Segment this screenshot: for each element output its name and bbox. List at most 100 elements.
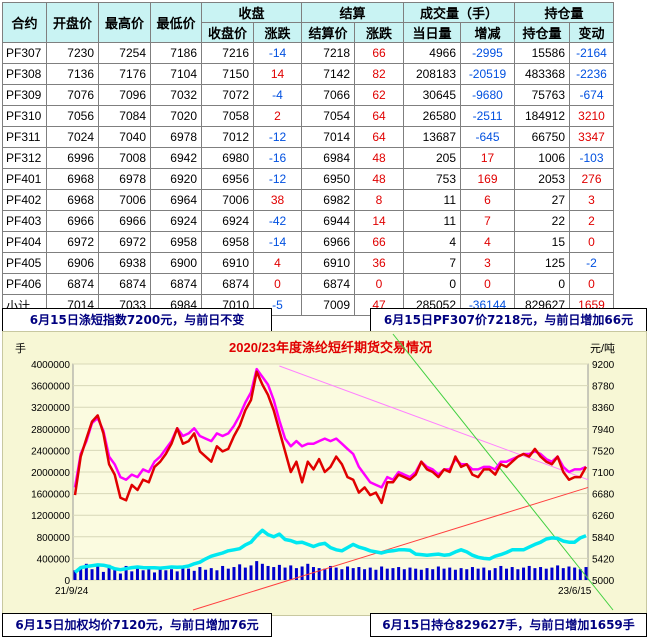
cell-low: 6964: [150, 189, 202, 211]
right-tick-label: 9200: [592, 360, 615, 371]
right-tick-label: 7520: [592, 446, 615, 457]
cell-vol: 26580: [403, 105, 461, 127]
cell-open: 6996: [46, 147, 99, 169]
cell-settle: 7014: [301, 126, 355, 148]
right-tick-label: 8360: [592, 403, 615, 414]
cell-high: 7008: [98, 147, 151, 169]
cell-settle: 7054: [301, 105, 355, 127]
volume-bar: [266, 565, 270, 580]
volume-bar: [135, 567, 139, 580]
cell-oi: 483368: [514, 63, 570, 85]
cell-oi: 15: [514, 231, 570, 253]
volume-bar: [198, 567, 202, 580]
cell-close: 7150: [201, 63, 254, 85]
left-tick-label: 800000: [37, 533, 71, 544]
cell-oi: 22: [514, 210, 570, 232]
volume-bar: [567, 566, 571, 580]
volume-bar: [209, 568, 213, 580]
cell-contract: PF401: [2, 168, 47, 190]
cell-open: 7230: [46, 42, 99, 64]
left-tick-label: 2000000: [31, 468, 70, 479]
volume-bar: [487, 570, 491, 580]
col-header-settle: 结算价: [301, 22, 355, 43]
cell-settle-chg: 8: [354, 189, 404, 211]
group-header-volume: 成交量（手）: [403, 2, 515, 23]
col-header-high: 最高价: [98, 2, 151, 43]
cell-close-chg: 0: [253, 273, 302, 295]
cell-settle: 7142: [301, 63, 355, 85]
cell-open: 7056: [46, 105, 99, 127]
cell-vol-chg: 0: [460, 273, 515, 295]
cell-vol-chg: -9680: [460, 84, 515, 106]
cell-close: 6956: [201, 168, 254, 190]
cell-oi-chg: 3210: [569, 105, 614, 127]
volume-bar: [550, 567, 554, 580]
cell-close-chg: 2: [253, 105, 302, 127]
cell-settle: 7218: [301, 42, 355, 64]
cell-vol: 0: [403, 273, 461, 295]
cell-vol: 753: [403, 168, 461, 190]
trend-line-green: [392, 333, 614, 611]
table-row: PF309 7076 7096 7032 7072 -4 7066 62 30645 -9680 7…: [2, 84, 614, 106]
volume-bar: [522, 567, 526, 580]
volume-bar: [346, 566, 350, 580]
table-row: PF404 6972 6972 6958 6958 -14 6966 66 4 4 15 0: [2, 231, 614, 253]
cell-vol-chg: 3: [460, 252, 515, 274]
cell-contract: PF312: [2, 147, 47, 169]
cell-vol-chg: 7: [460, 210, 515, 232]
volume-bar: [249, 565, 253, 580]
volume-bar: [294, 568, 298, 580]
cell-oi-chg: -103: [569, 147, 614, 169]
volume-bar: [170, 569, 174, 580]
cell-open: 7136: [46, 63, 99, 85]
cell-oi: 15586: [514, 42, 570, 64]
volume-bar: [493, 568, 497, 580]
volume-bar: [300, 566, 304, 580]
cell-contract: PF309: [2, 84, 47, 106]
right-tick-label: 5840: [592, 533, 615, 544]
cell-high: 7176: [98, 63, 151, 85]
table-header-row-2: 收盘价 涨跌 结算价 涨跌 当日量 增减 持仓量 变动: [3, 22, 614, 43]
volume-bar: [561, 568, 565, 580]
volume-bar: [277, 564, 281, 580]
cell-contract: PF308: [2, 63, 47, 85]
cell-contract: PF402: [2, 189, 47, 211]
volume-bar: [573, 567, 577, 580]
col-header-vol-chg: 增减: [460, 22, 515, 43]
right-tick-label: 8780: [592, 382, 615, 393]
cell-vol-chg: 4: [460, 231, 515, 253]
cell-open: 6874: [46, 273, 99, 295]
right-tick-label: 6680: [592, 490, 615, 501]
open-interest-line: [73, 528, 587, 574]
cell-close: 6910: [201, 252, 254, 274]
cell-vol-chg: -645: [460, 126, 515, 148]
cell-low: 7020: [150, 105, 202, 127]
cell-close: 7216: [201, 42, 254, 64]
cell-low: 7104: [150, 63, 202, 85]
volume-bar: [124, 565, 128, 580]
col-header-close-chg: 涨跌: [253, 22, 302, 43]
col-header-open: 开盘价: [46, 2, 99, 43]
cell-oi: 125: [514, 252, 570, 274]
volume-bar: [238, 564, 242, 580]
cell-close-chg: 14: [253, 63, 302, 85]
col-header-vol: 当日量: [403, 22, 461, 43]
group-header-oi: 持仓量: [514, 2, 614, 23]
volume-bar: [226, 568, 230, 580]
volume-bar: [152, 572, 156, 580]
volume-bar: [283, 567, 287, 580]
cell-close: 7006: [201, 189, 254, 211]
trend-line-red: [192, 486, 589, 611]
cell-high: 7254: [98, 42, 151, 64]
cell-high: 6972: [98, 231, 151, 253]
volume-bar: [334, 567, 338, 580]
close-price-line: [73, 370, 588, 505]
settle-price-line: [73, 367, 587, 489]
volume-bar: [363, 569, 367, 580]
volume-bar: [118, 573, 122, 580]
table-row: PF307 7230 7254 7186 7216 -14 7218 66 4966 -2995 1…: [2, 42, 614, 64]
left-axis-unit: 手: [15, 341, 26, 355]
volume-bar: [516, 569, 520, 580]
volume-bar: [380, 566, 384, 580]
